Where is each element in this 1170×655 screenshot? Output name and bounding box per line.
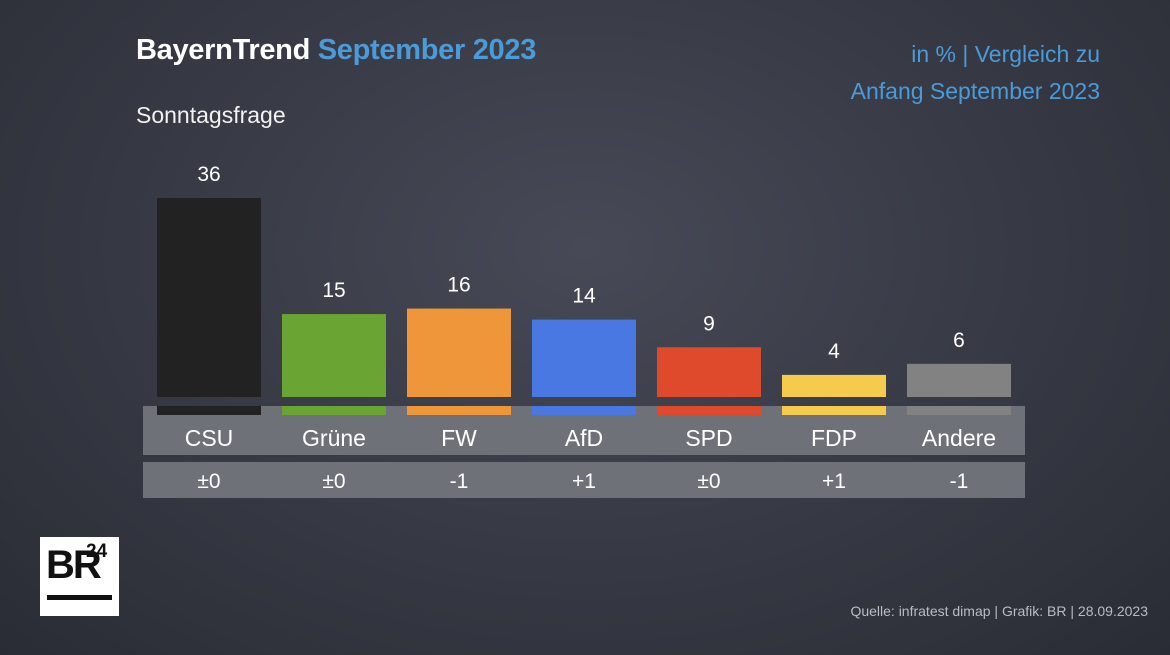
bar-gruene bbox=[282, 314, 386, 397]
value-label-andere: 6 bbox=[953, 329, 965, 352]
chart-title: BayernTrend September 2023 bbox=[136, 34, 536, 67]
change-label-andere: -1 bbox=[950, 470, 969, 493]
value-label-fw: 16 bbox=[447, 274, 470, 297]
change-label-csu: ±0 bbox=[197, 470, 220, 493]
change-label-gruene: ±0 bbox=[322, 470, 345, 493]
value-label-csu: 36 bbox=[197, 163, 220, 186]
bar-afd bbox=[532, 319, 636, 397]
bar-spd bbox=[657, 347, 761, 397]
logo-underline bbox=[47, 595, 112, 600]
bar-csu bbox=[157, 198, 261, 397]
title-main: BayernTrend bbox=[136, 34, 310, 66]
value-label-gruene: 15 bbox=[322, 279, 345, 302]
br24-logo: BR 24 bbox=[40, 537, 119, 616]
bar-fdp bbox=[782, 374, 886, 397]
bar-strip-fw bbox=[407, 406, 511, 415]
unit-note-line2: Anfang September 2023 bbox=[850, 78, 1100, 104]
value-label-spd: 9 bbox=[703, 312, 715, 335]
bars-group: 36 CSU ±0 15 Grüne ±0 16 FW -1 14 AfD +1 9 SPD ±0 4 FDP +… bbox=[157, 163, 1011, 493]
category-label-csu: CSU bbox=[185, 425, 234, 451]
value-label-fdp: 4 bbox=[828, 340, 840, 363]
logo-text: BR bbox=[46, 543, 102, 587]
category-label-andere: Andere bbox=[922, 425, 996, 451]
category-label-gruene: Grüne bbox=[302, 425, 366, 451]
category-label-fw: FW bbox=[441, 425, 477, 451]
bar-fw bbox=[407, 308, 511, 397]
bar-strip-andere bbox=[907, 406, 1011, 415]
logo-sup: 24 bbox=[86, 541, 108, 562]
bar-strip-gruene bbox=[282, 406, 386, 415]
change-band bbox=[143, 462, 1025, 498]
category-label-fdp: FDP bbox=[811, 425, 857, 451]
bar-strip-csu bbox=[157, 406, 261, 415]
unit-note: in % | Vergleich zu Anfang September 202… bbox=[851, 36, 1100, 110]
change-label-fw: -1 bbox=[450, 470, 469, 493]
bar-strip-fdp bbox=[782, 406, 886, 415]
category-label-afd: AfD bbox=[565, 425, 603, 451]
chart-subtitle: Sonntagsfrage bbox=[136, 102, 286, 128]
change-label-fdp: +1 bbox=[822, 470, 846, 493]
change-label-afd: +1 bbox=[572, 470, 596, 493]
title-accent: September 2023 bbox=[317, 34, 537, 66]
source-note: Quelle: infratest dimap | Grafik: BR | 2… bbox=[850, 603, 1148, 619]
bar-andere bbox=[907, 363, 1011, 397]
change-label-spd: ±0 bbox=[697, 470, 720, 493]
bar-strip-afd bbox=[532, 406, 636, 415]
value-label-afd: 14 bbox=[572, 285, 596, 308]
unit-note-line1: in % | Vergleich zu bbox=[911, 41, 1100, 67]
bar-strip-spd bbox=[657, 406, 761, 415]
category-label-spd: SPD bbox=[685, 425, 732, 451]
